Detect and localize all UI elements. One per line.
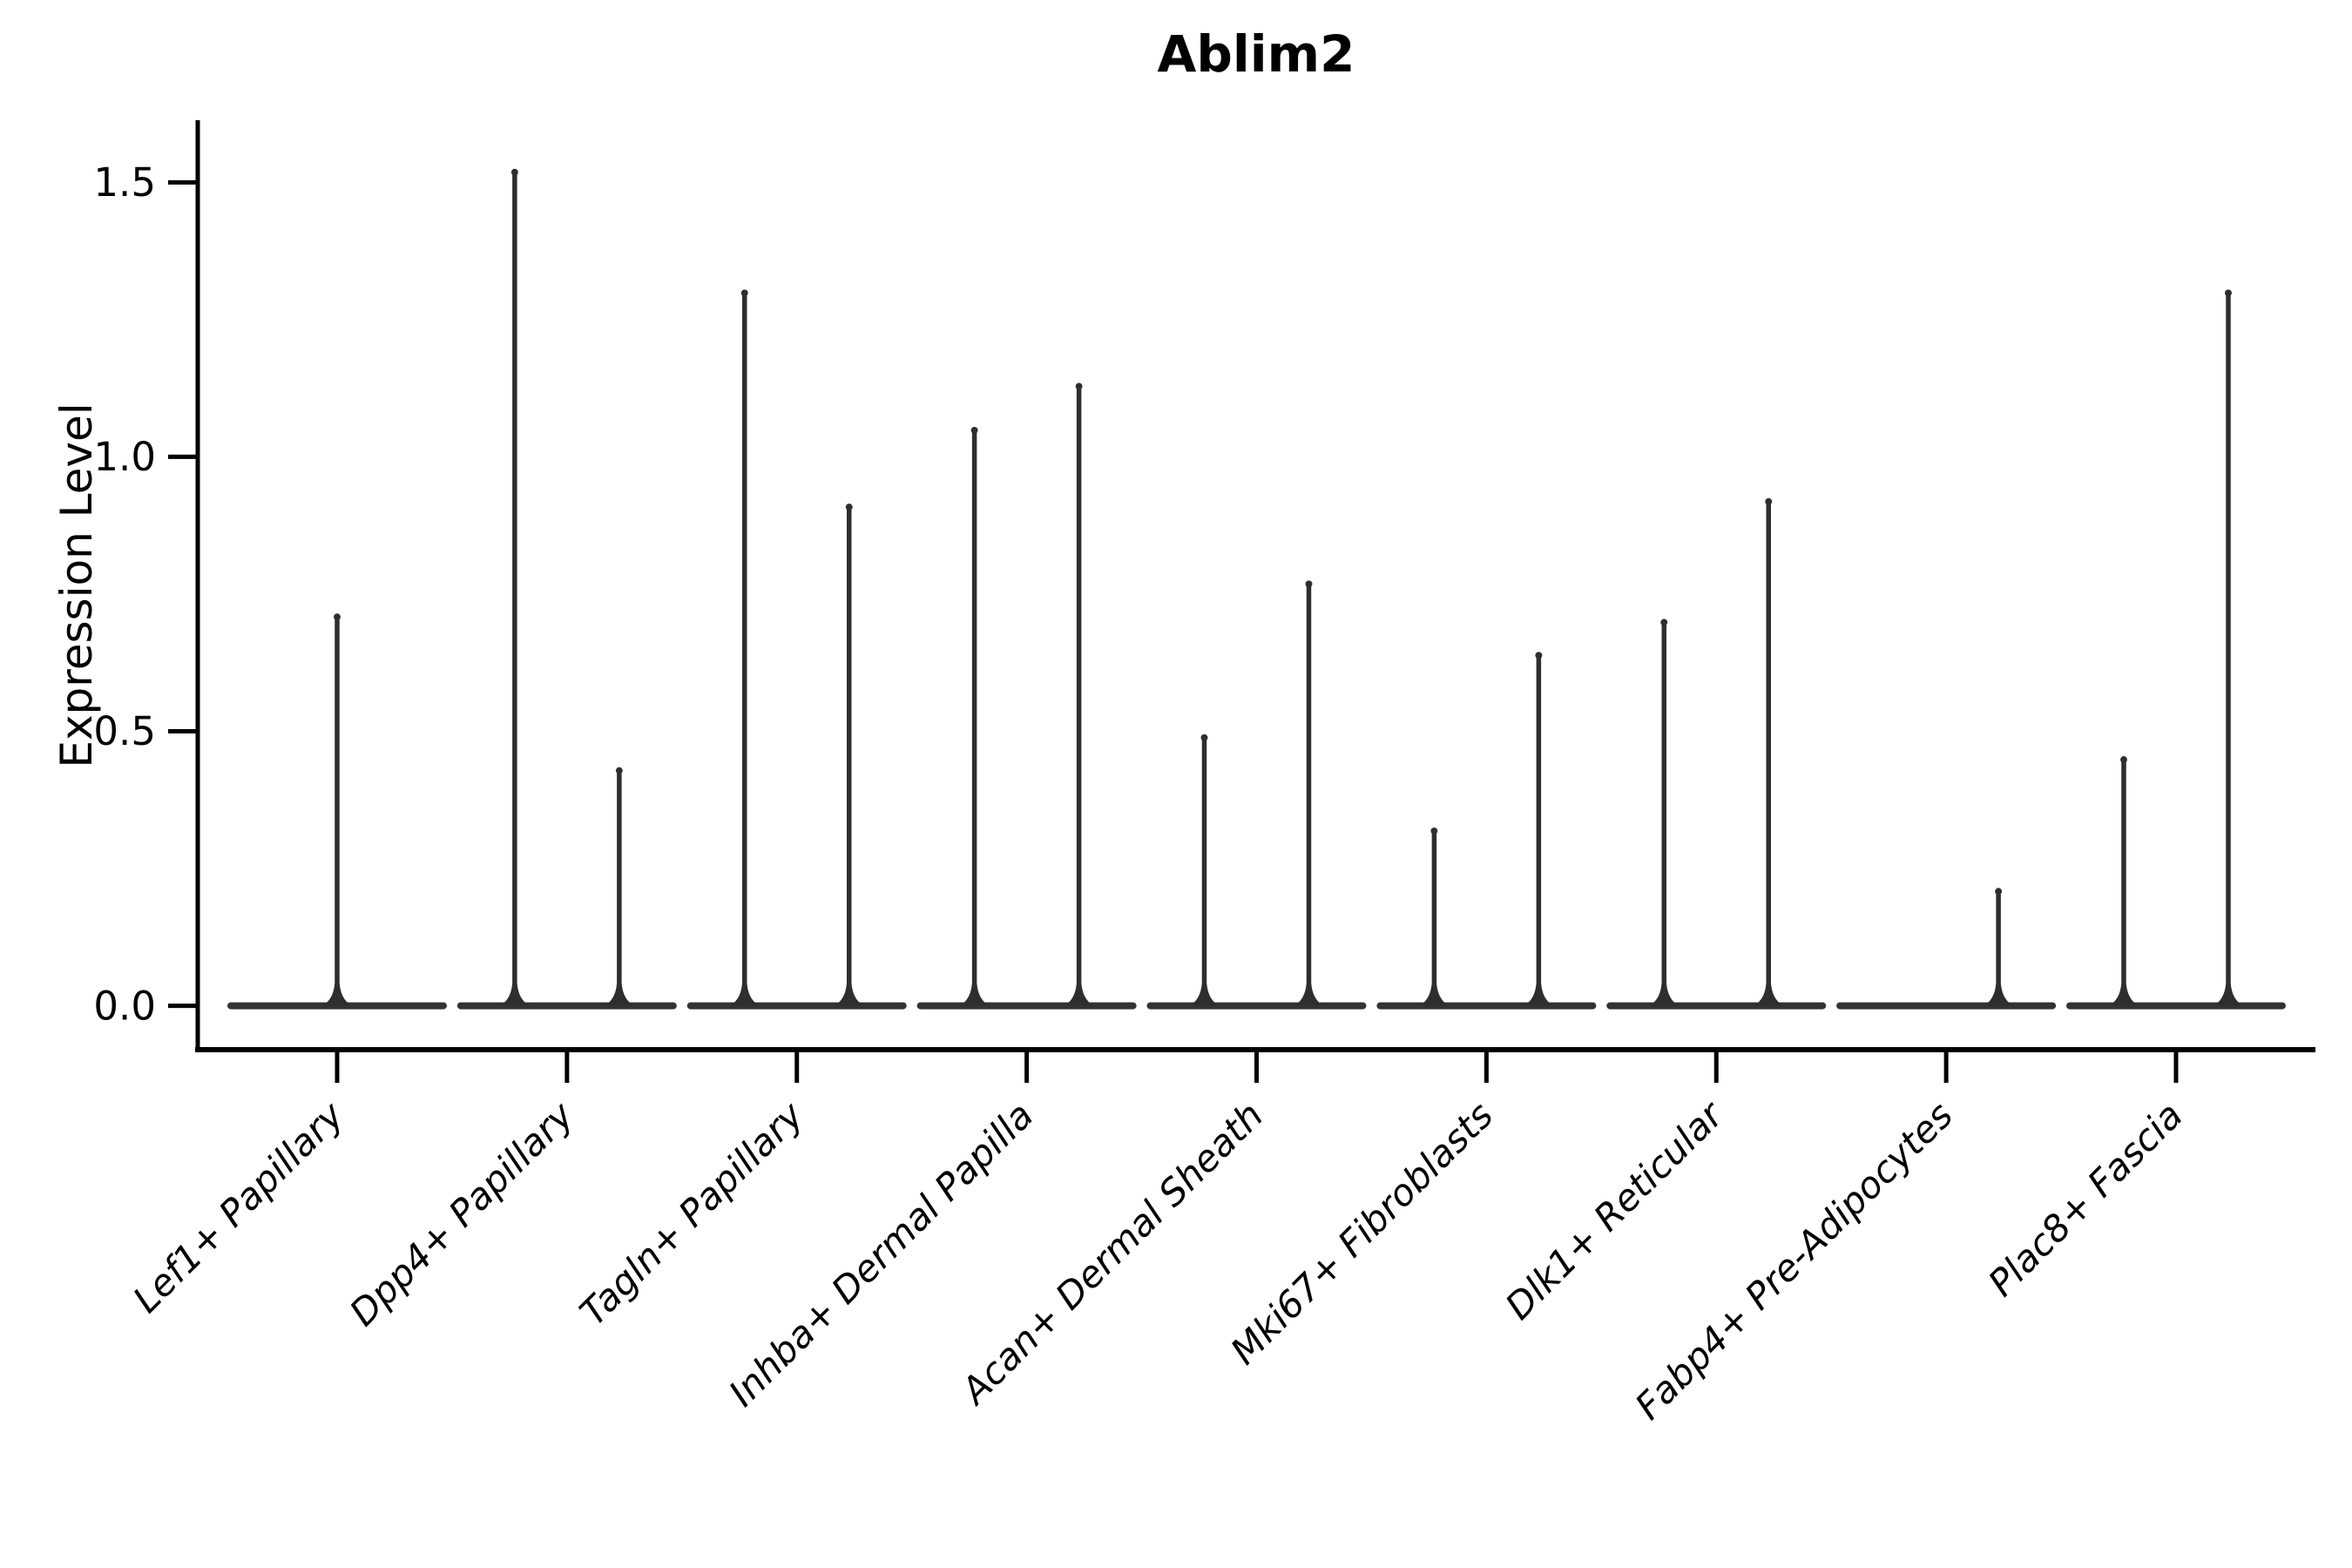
x-axis-tick-label: Dlk1+ Reticular [1497,1092,1734,1328]
violin-spike [2213,292,2243,1006]
violin-spike-cap [1430,827,1438,835]
violin-spike-cap [510,168,518,176]
violin-spike-cap [1995,888,2003,896]
violin-spike [1649,621,1680,1006]
violin-spike-cap [1535,652,1543,659]
violin-spike [1754,500,1784,1006]
violin-spike [2109,759,2139,1006]
violin-spike [1294,583,1324,1006]
x-axis-tick-label: Lef1+ Papillary [125,1093,353,1321]
violin-spike-cap [2120,756,2127,763]
violin-spike [1189,736,1220,1006]
violin-spike-cap [334,613,341,621]
x-axis-tick-label: Dpp4+ Papillary [341,1093,583,1335]
violin-spike-cap [1660,618,1668,626]
violin-spike-cap [845,504,853,511]
violin-spike-cap [615,767,623,774]
violin-spike-cap [740,289,748,297]
violin-spike [499,171,530,1006]
violin-spike [1064,385,1094,1006]
violin-spike-cap [2225,289,2232,297]
x-axis-tick-label: Tagln+ Papillary [571,1093,813,1335]
violin-spike-cap [1305,580,1313,588]
violin-spike [1524,654,1554,1006]
violin-spike [1984,890,2014,1006]
violin-spike [604,769,634,1006]
x-axis-tick-label: Mki67+ Fibroblasts [1222,1093,1501,1372]
x-axis-tick-label: Plac8+ Fascia [1980,1093,2191,1304]
violin-spike-cap [1075,382,1083,390]
y-axis-tick-label: 0.5 [93,708,156,754]
violin-spike-cap [1765,497,1773,505]
y-axis-title: Expression Level [51,402,102,768]
violin-spike [322,616,352,1006]
violin-spike [1419,829,1450,1006]
chart-title: Ablim2 [1157,24,1355,84]
violin-spike [834,506,864,1006]
violin-spike [729,292,760,1006]
violin-spike [959,429,990,1006]
violin-spike-cap [970,426,978,434]
y-axis-tick-label: 1.5 [93,159,156,206]
y-axis-tick-label: 1.0 [93,434,156,480]
y-axis-tick-label: 0.0 [93,983,156,1029]
violin-spike-cap [1200,733,1208,741]
